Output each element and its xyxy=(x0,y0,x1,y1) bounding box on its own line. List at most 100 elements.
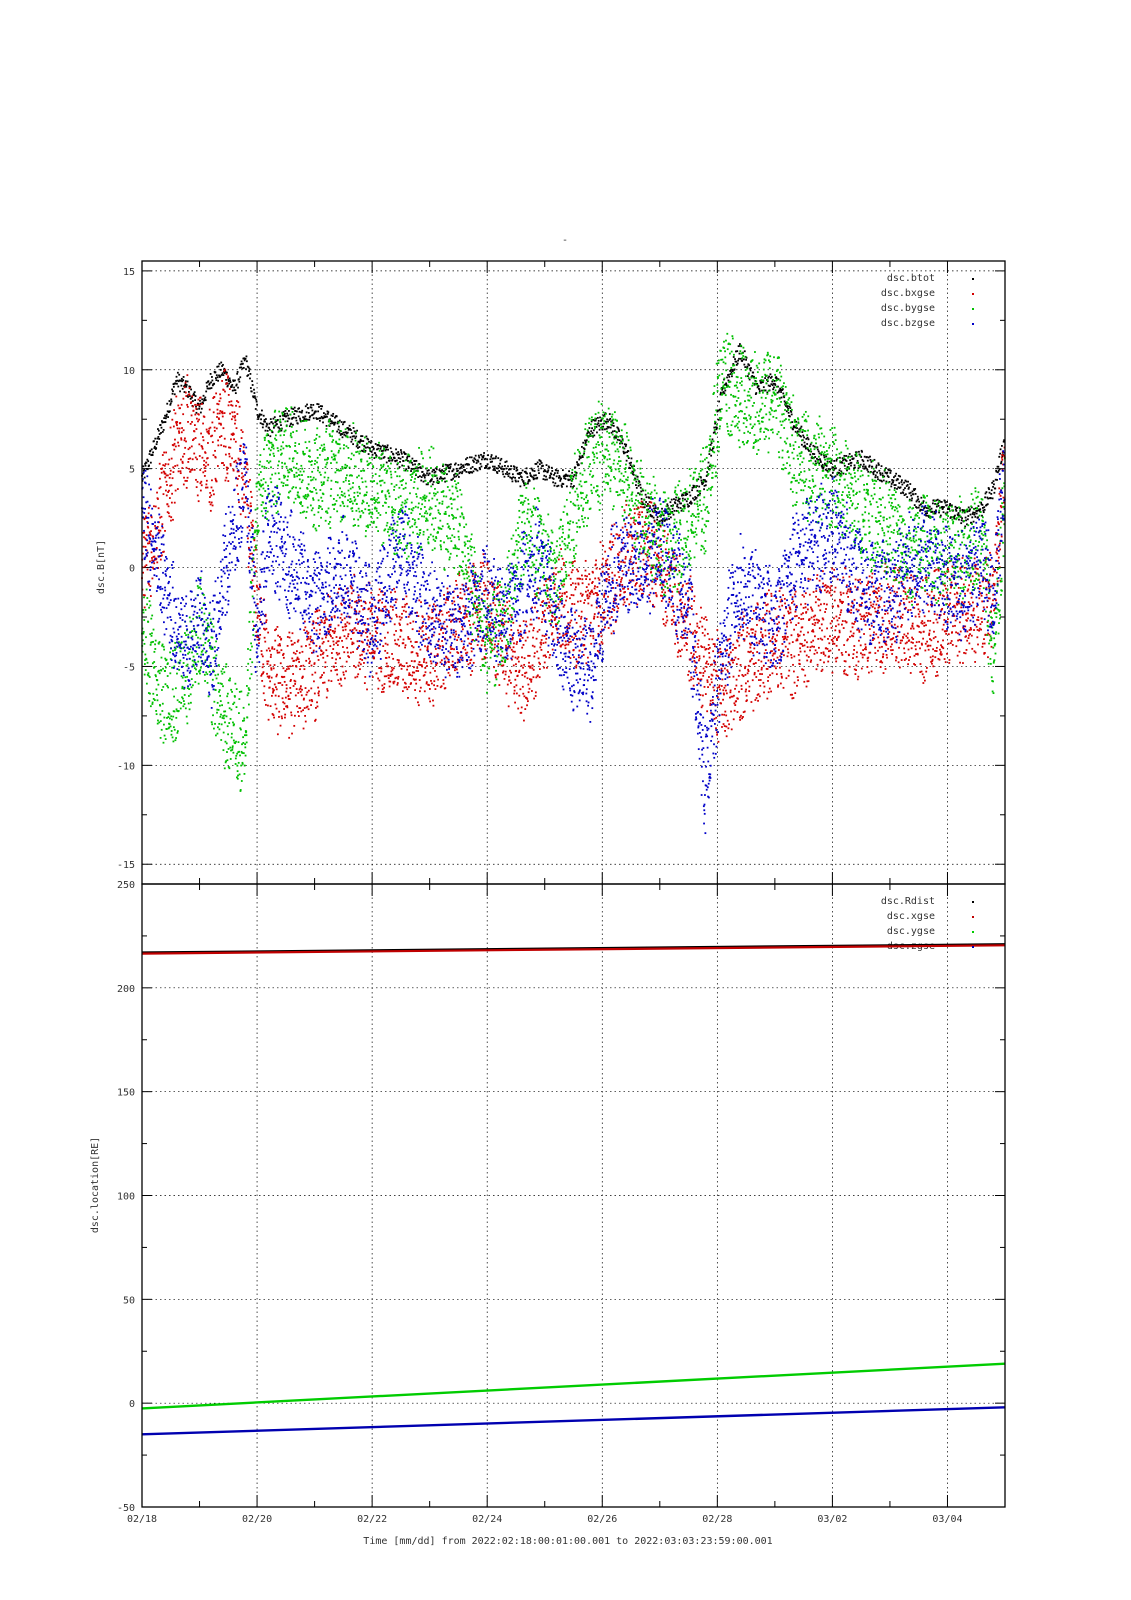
data-point-btot xyxy=(251,384,254,386)
data-point-btot xyxy=(604,428,606,431)
data-point-bxgse xyxy=(386,652,389,654)
data-point-bxgse xyxy=(381,688,384,691)
data-point-bxgse xyxy=(685,642,688,644)
data-point-bxgse xyxy=(724,684,727,687)
data-point-bxgse xyxy=(604,550,607,553)
data-point-bxgse xyxy=(261,655,264,658)
data-point-bxgse xyxy=(455,619,458,622)
data-point-bxgse xyxy=(225,373,228,376)
data-point-btot xyxy=(386,444,389,447)
data-point-btot xyxy=(913,489,916,492)
data-point-bxgse xyxy=(702,667,705,670)
data-point-bxgse xyxy=(778,590,781,592)
data-point-bxgse xyxy=(393,680,396,683)
data-point-bxgse xyxy=(678,569,681,572)
data-point-bxgse xyxy=(421,626,423,629)
data-point-btot xyxy=(542,470,545,473)
data-point-bxgse xyxy=(782,594,784,597)
data-point-bxgse xyxy=(544,641,547,644)
data-point-bxgse xyxy=(182,429,185,432)
data-point-bxgse xyxy=(245,485,247,488)
data-point-bxgse xyxy=(622,561,625,564)
data-point-btot xyxy=(190,388,193,391)
data-point-btot xyxy=(411,461,413,464)
data-point-bxgse xyxy=(218,436,221,438)
data-point-btot xyxy=(444,480,447,483)
data-point-bxgse xyxy=(474,571,477,574)
data-point-bxgse xyxy=(614,537,617,540)
data-point-btot xyxy=(149,461,152,464)
data-point-btot xyxy=(672,504,674,507)
data-point-bxgse xyxy=(529,665,532,668)
data-point-btot xyxy=(725,384,728,387)
data-point-btot xyxy=(199,399,201,402)
data-point-bxgse xyxy=(610,632,613,635)
data-point-bxgse xyxy=(540,639,543,641)
data-point-bxgse xyxy=(415,670,418,672)
data-point-btot xyxy=(767,376,770,379)
data-point-bxgse xyxy=(683,607,686,610)
data-point-btot xyxy=(980,501,983,504)
data-point-bxgse xyxy=(711,638,714,641)
data-point-bxgse xyxy=(454,667,457,669)
data-point-bxgse xyxy=(637,523,640,526)
data-point-bxgse xyxy=(694,650,697,653)
data-point-btot xyxy=(941,508,944,510)
data-point-btot xyxy=(769,385,771,387)
data-point-btot xyxy=(145,461,148,464)
data-point-btot xyxy=(445,468,447,470)
data-point-bxgse xyxy=(448,614,451,617)
data-point-btot xyxy=(981,503,984,506)
data-point-btot xyxy=(549,474,551,477)
data-point-btot xyxy=(872,473,875,476)
data-point-btot xyxy=(743,350,746,353)
data-point-bxgse xyxy=(498,584,501,587)
data-point-btot xyxy=(888,481,891,483)
data-point-bxgse xyxy=(660,551,663,553)
data-point-btot xyxy=(467,471,470,474)
data-point-bxgse xyxy=(382,645,385,647)
data-point-bxgse xyxy=(734,656,737,659)
data-point-bxgse xyxy=(412,671,414,674)
data-point-bxgse xyxy=(163,451,166,454)
data-point-bxgse xyxy=(559,600,562,602)
data-point-bxgse xyxy=(593,615,596,618)
data-point-bxgse xyxy=(230,400,233,403)
data-point-bxgse xyxy=(722,689,725,692)
data-point-bxgse xyxy=(286,668,288,671)
data-point-btot xyxy=(899,486,902,489)
data-point-btot xyxy=(735,363,738,366)
data-point-bxgse xyxy=(428,688,431,690)
data-point-bxgse xyxy=(278,636,281,638)
data-point-btot xyxy=(915,500,918,503)
data-point-btot xyxy=(909,483,912,485)
data-point-btot xyxy=(418,463,421,466)
data-point-bxgse xyxy=(307,636,310,638)
data-point-btot xyxy=(526,472,528,475)
data-point-bxgse xyxy=(194,437,197,439)
data-point-bxgse xyxy=(258,583,261,586)
data-point-btot xyxy=(188,391,190,393)
data-point-btot xyxy=(423,475,426,477)
data-point-bxgse xyxy=(211,504,214,507)
data-point-bxgse xyxy=(516,674,519,677)
data-point-bxgse xyxy=(149,585,152,588)
data-point-bxgse xyxy=(519,688,522,691)
data-point-bxgse xyxy=(708,652,711,654)
data-point-btot xyxy=(813,453,816,455)
data-point-btot xyxy=(297,415,300,418)
data-point-bxgse xyxy=(474,612,477,614)
data-point-bxgse xyxy=(320,619,323,622)
data-point-bxgse xyxy=(364,676,367,678)
data-point-bxgse xyxy=(623,561,626,564)
data-point-btot xyxy=(777,390,780,393)
data-point-bxgse xyxy=(599,616,602,619)
data-point-bxgse xyxy=(463,646,465,648)
data-point-bxgse xyxy=(753,662,755,665)
data-point-btot xyxy=(253,392,256,394)
data-point-btot xyxy=(504,472,507,475)
data-point-btot xyxy=(448,463,451,466)
data-point-bxgse xyxy=(528,654,531,657)
data-point-bxgse xyxy=(201,403,203,405)
data-point-btot xyxy=(406,457,408,459)
